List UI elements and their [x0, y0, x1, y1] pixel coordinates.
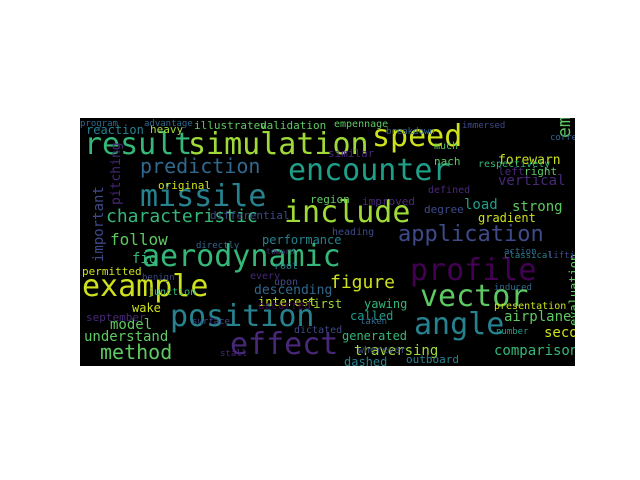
cloud-word: empennage [334, 119, 389, 130]
cloud-word: missile [140, 179, 267, 214]
cloud-word: vertical [498, 173, 566, 189]
cloud-word: induced [494, 283, 532, 293]
cloud-word: second [544, 325, 575, 341]
cloud-word: benign [142, 273, 175, 283]
cloud-word: understand [84, 329, 169, 345]
cloud-word: heading [332, 227, 375, 238]
cloud-word: similar [328, 147, 375, 160]
cloud-word: directly [196, 241, 240, 251]
cloud-word: comparison [494, 343, 575, 359]
cloud-word: dictated [294, 325, 343, 336]
cloud-word: original [158, 179, 211, 192]
cloud-word: action [504, 247, 537, 257]
cloud-word: immersed [462, 121, 506, 131]
cloud-word: dashed [344, 355, 388, 366]
cloud-word: improved [362, 195, 415, 208]
cloud-word: effect [230, 327, 339, 362]
cloud-word: permitted [82, 265, 142, 278]
cloud-word: position [170, 299, 315, 334]
cloud-word: wherever [358, 345, 407, 356]
cloud-word: model [110, 317, 153, 333]
cloud-word: breakdown [386, 127, 435, 137]
cloud-word: wake [132, 301, 161, 315]
cloud-word: september [86, 311, 146, 324]
cloud-word: pitching [109, 142, 124, 205]
cloud-word: outboard [406, 353, 459, 366]
cloud-word: angle [414, 307, 505, 342]
cloud-word: occurred [258, 299, 311, 312]
cloud-word: fig [132, 251, 158, 267]
cloud-word: yawing [364, 297, 408, 311]
cloud-word: root [274, 261, 299, 272]
cloud-word: simulation [188, 127, 369, 162]
cloud-word: defined [428, 185, 471, 196]
cloud-word: encounter [288, 153, 451, 188]
cloud-word: number [496, 327, 529, 337]
cloud-word: first [306, 297, 343, 311]
cloud-word: profile [410, 253, 537, 288]
cloud-word: airplane [504, 309, 572, 325]
cloud-word: taken [360, 317, 388, 327]
cloud-word: reaction [86, 123, 144, 137]
cloud-word: toward [266, 247, 295, 256]
cloud-word: surface [192, 317, 230, 327]
cloud-word: evaluation [567, 253, 575, 326]
cloud-word: called [350, 309, 394, 323]
cloud-word: example [82, 269, 209, 304]
cloud-word: left [498, 165, 525, 178]
cloud-word: gradient [478, 211, 536, 225]
cloud-word: junction [148, 287, 197, 298]
cloud-word: stall [220, 349, 248, 359]
cloud-word: nach [434, 155, 461, 168]
cloud-word: lifting [548, 251, 575, 261]
cloud-word: descending [254, 283, 333, 298]
cloud-word: forewarn [498, 153, 561, 168]
cloud-word: advantage [144, 119, 193, 129]
cloud-word: validation [260, 119, 327, 132]
cloud-word: result [84, 127, 193, 162]
cloud-word: interest [258, 295, 316, 309]
cloud-word: degree [424, 203, 464, 216]
cloud-word: traversing [354, 343, 439, 359]
cloud-word: heavy [150, 123, 184, 136]
cloud-word: much [434, 141, 459, 152]
cloud-word: include [284, 195, 411, 230]
cloud-word: prediction [140, 154, 261, 178]
cloud-word: figure [330, 272, 396, 293]
cloud-word: method [100, 340, 173, 364]
cloud-word: vector [420, 279, 529, 314]
cloud-word: correspond [550, 133, 575, 143]
cloud-word: load [464, 197, 498, 213]
cloud-word: presentation [494, 301, 567, 312]
cloud-word: program [80, 119, 118, 129]
cloud-word: classical [504, 251, 553, 261]
cloud-word: characteristic [106, 206, 258, 227]
cloud-word: application [398, 222, 544, 247]
cloud-word: generated [342, 329, 408, 343]
cloud-word: differential [210, 209, 290, 222]
cloud-word: important [91, 186, 107, 262]
cloud-word: follow [110, 230, 168, 249]
cloud-word: strong [512, 199, 563, 215]
cloud-word: right [524, 165, 558, 178]
cloud-word: respectively [478, 159, 551, 170]
cloud-word: region [310, 193, 350, 206]
cloud-word: every [250, 271, 281, 282]
cloud-word: performance [262, 233, 342, 247]
cloud-word: speed [372, 119, 463, 154]
cloud-word: upon [274, 277, 299, 288]
cloud-word: illustrated [194, 119, 267, 132]
cloud-word: aerodynamic [142, 239, 341, 274]
word-cloud-image: result simulation speed encounter missile inc… [80, 118, 575, 366]
